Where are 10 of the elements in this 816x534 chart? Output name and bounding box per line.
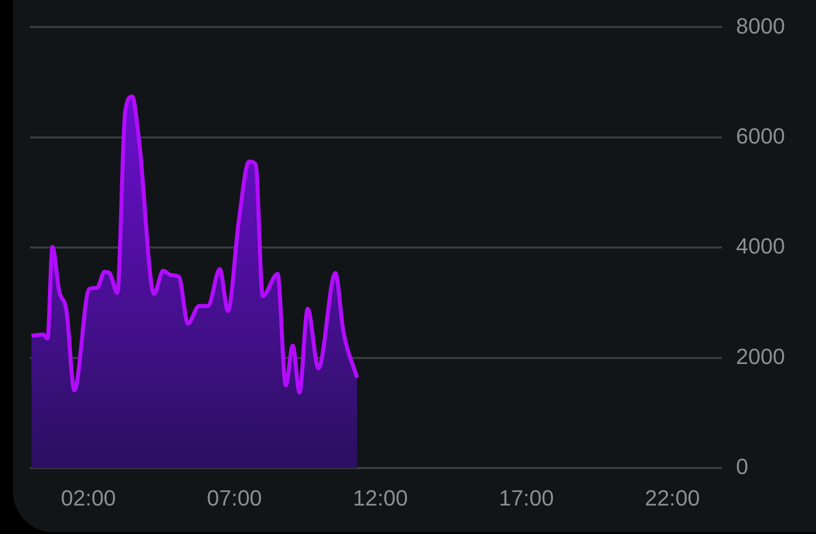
x-tick-label: 02:00 [60, 485, 116, 510]
y-tick-label: 4000 [736, 234, 785, 259]
y-tick-label: 6000 [736, 123, 785, 148]
y-tick-label: 8000 [736, 13, 785, 38]
y-tick-label: 2000 [736, 344, 785, 369]
x-tick-label: 17:00 [498, 485, 554, 510]
x-tick-label: 22:00 [644, 485, 700, 510]
y-tick-label: 0 [736, 454, 748, 480]
x-tick-label: 07:00 [206, 485, 262, 510]
x-tick-label: 12:00 [352, 485, 408, 510]
